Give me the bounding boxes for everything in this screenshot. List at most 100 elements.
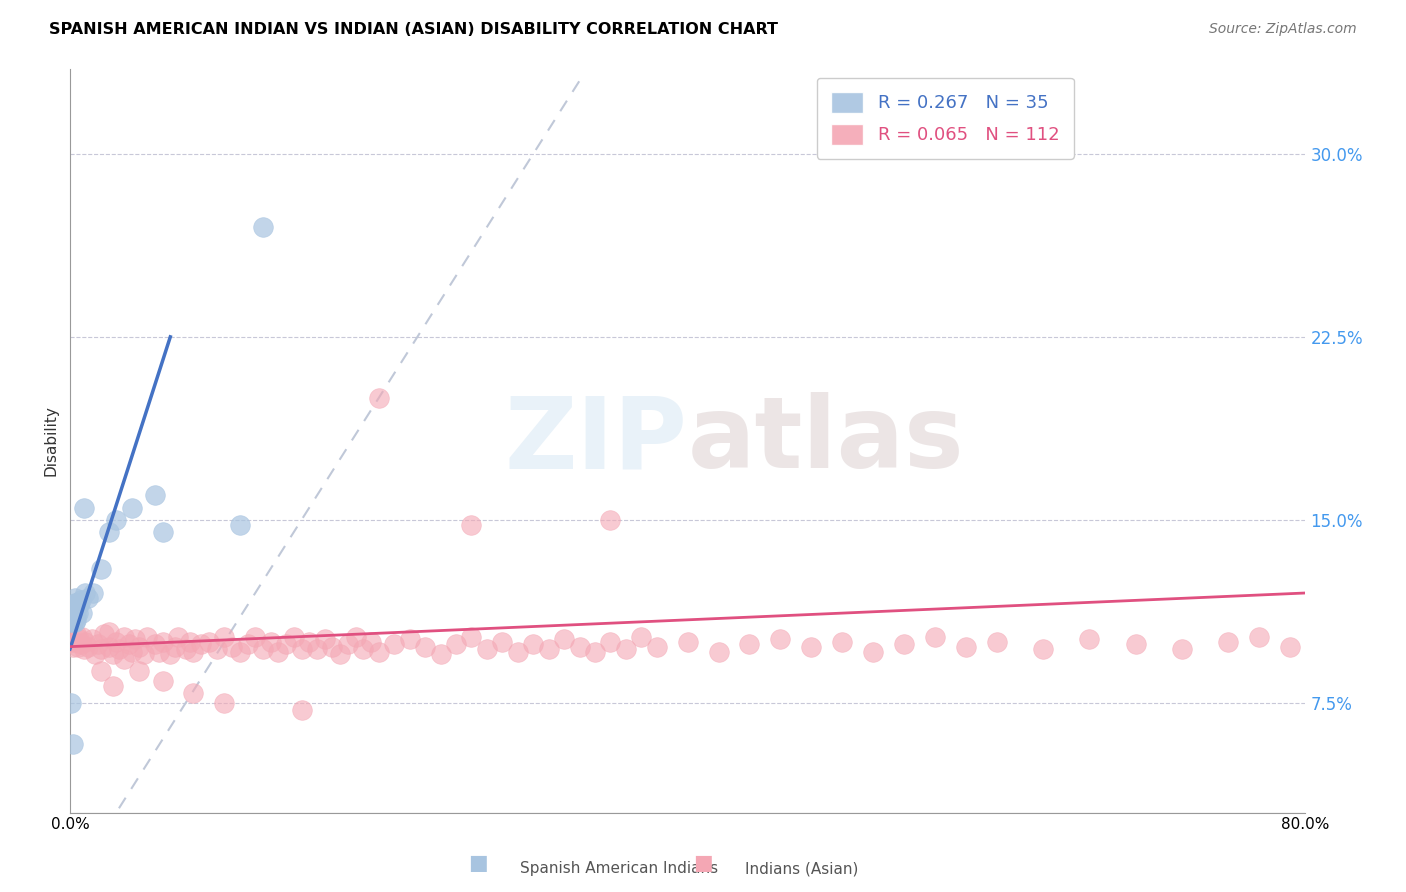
- Y-axis label: Disability: Disability: [44, 405, 58, 476]
- Point: [90, 561, 112, 575]
- Point: [321, 640, 343, 654]
- Point: [66, 640, 89, 654]
- Point: [676, 634, 699, 648]
- Point: [205, 642, 228, 657]
- Point: [236, 637, 259, 651]
- Point: [352, 642, 374, 657]
- Point: [66, 598, 89, 612]
- Point: [67, 598, 90, 612]
- Text: SPANISH AMERICAN INDIAN VS INDIAN (ASIAN) DISABILITY CORRELATION CHART: SPANISH AMERICAN INDIAN VS INDIAN (ASIAN…: [49, 22, 778, 37]
- Text: ■: ■: [693, 853, 713, 872]
- Point: [112, 652, 135, 666]
- Point: [72, 606, 94, 620]
- Point: [73, 500, 96, 515]
- Point: [83, 647, 105, 661]
- Point: [75, 586, 97, 600]
- Point: [1247, 630, 1270, 644]
- Point: [583, 644, 606, 658]
- Point: [62, 610, 84, 624]
- Point: [121, 644, 143, 658]
- Point: [645, 640, 668, 654]
- Point: [97, 524, 120, 539]
- Point: [738, 637, 761, 651]
- Point: [77, 591, 100, 605]
- Point: [614, 642, 637, 657]
- Point: [87, 637, 110, 651]
- Point: [429, 647, 451, 661]
- Point: [60, 696, 83, 710]
- Point: [267, 644, 290, 658]
- Point: [63, 634, 86, 648]
- Point: [221, 640, 243, 654]
- Point: [707, 644, 730, 658]
- Point: [537, 642, 560, 657]
- Point: [1171, 642, 1194, 657]
- Point: [367, 644, 389, 658]
- Point: [75, 634, 97, 648]
- Point: [128, 640, 150, 654]
- Point: [67, 632, 90, 647]
- Point: [283, 630, 305, 644]
- Point: [214, 696, 236, 710]
- Point: [60, 634, 83, 648]
- Point: [506, 644, 529, 658]
- Point: [97, 640, 120, 654]
- Point: [60, 615, 83, 630]
- Point: [159, 647, 181, 661]
- Point: [69, 593, 91, 607]
- Point: [344, 630, 367, 644]
- Point: [360, 634, 382, 648]
- Point: [214, 630, 236, 644]
- Point: [413, 640, 436, 654]
- Point: [336, 637, 359, 651]
- Point: [63, 596, 86, 610]
- Point: [314, 632, 336, 647]
- Point: [460, 517, 482, 532]
- Point: [986, 634, 1008, 648]
- Point: [65, 613, 87, 627]
- Point: [90, 642, 112, 657]
- Point: [101, 647, 124, 661]
- Point: [800, 640, 823, 654]
- Point: [179, 634, 201, 648]
- Text: Spanish American Indians: Spanish American Indians: [520, 862, 718, 876]
- Point: [62, 615, 84, 630]
- Point: [491, 634, 513, 648]
- Text: ZIP: ZIP: [505, 392, 688, 489]
- Point: [163, 640, 186, 654]
- Point: [136, 630, 159, 644]
- Point: [290, 642, 312, 657]
- Point: [148, 644, 170, 658]
- Text: atlas: atlas: [688, 392, 965, 489]
- Point: [143, 488, 166, 502]
- Point: [245, 630, 267, 644]
- Point: [599, 513, 621, 527]
- Point: [65, 627, 87, 641]
- Point: [568, 640, 591, 654]
- Point: [105, 513, 128, 527]
- Point: [121, 500, 143, 515]
- Point: [62, 603, 84, 617]
- Point: [183, 686, 205, 700]
- Point: [329, 647, 352, 661]
- Point: [553, 632, 575, 647]
- Text: Indians (Asian): Indians (Asian): [745, 862, 859, 876]
- Point: [599, 634, 621, 648]
- Point: [63, 606, 86, 620]
- Point: [60, 610, 83, 624]
- Point: [260, 634, 283, 648]
- Point: [82, 586, 104, 600]
- Point: [80, 632, 103, 647]
- Point: [66, 606, 89, 620]
- Point: [229, 644, 252, 658]
- Point: [101, 679, 124, 693]
- Point: [290, 703, 312, 717]
- Point: [77, 640, 100, 654]
- Point: [63, 600, 86, 615]
- Point: [62, 640, 84, 654]
- Point: [475, 642, 498, 657]
- Point: [769, 632, 792, 647]
- Point: [65, 607, 87, 622]
- Point: [276, 637, 298, 651]
- Point: [398, 632, 420, 647]
